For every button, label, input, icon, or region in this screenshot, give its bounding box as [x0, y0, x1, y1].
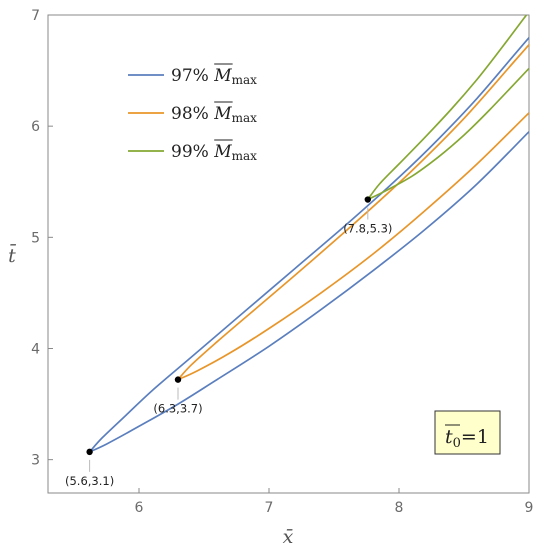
x-tick-label: 7: [265, 500, 274, 516]
legend-entry: 98% Mmax: [171, 104, 257, 125]
legend: 97% Mmax 98% Mmax 99% Mmax: [128, 63, 257, 163]
x-tick-label: 8: [395, 500, 404, 516]
legend-entry: 97% Mmax: [171, 66, 257, 87]
legend-entry: 99% Mmax: [171, 142, 257, 163]
t0-value: =1: [461, 426, 489, 448]
x-tick-label: 6: [135, 500, 144, 516]
y-axis-label: t̄: [8, 243, 16, 267]
x-axis-label: x̄: [283, 526, 294, 548]
vertex-label: (7.8,5.3): [343, 222, 392, 236]
series-2-lower-branch: [177, 112, 529, 381]
vertex-point: [174, 376, 182, 383]
t0-inset: t0=1: [434, 410, 501, 455]
series-1-lower-branch: [89, 131, 529, 453]
y-tick-label: 5: [31, 230, 40, 246]
vertex-label: (5.6,3.1): [65, 474, 114, 488]
svg-text:t0=1: t0=1: [445, 426, 489, 451]
y-tick-label: 7: [31, 8, 40, 24]
plot-frame: [47, 14, 530, 494]
series-3-lower-branch: [367, 67, 529, 201]
vertex-label: (6.3,3.7): [153, 402, 202, 416]
y-tick-label: 3: [31, 453, 40, 469]
x-tick-label: 9: [525, 500, 534, 516]
series-1-upper-branch: [88, 36, 529, 453]
y-tick-label: 4: [31, 341, 40, 357]
vertex-point: [364, 196, 371, 203]
series-3-upper-branch: [367, 15, 528, 201]
t0-symbol: t: [445, 426, 453, 448]
y-tick-label: 6: [31, 119, 40, 135]
t0-subscript: 0: [453, 436, 461, 451]
series-2-upper-branch: [177, 43, 529, 381]
vertex-point: [86, 448, 93, 456]
